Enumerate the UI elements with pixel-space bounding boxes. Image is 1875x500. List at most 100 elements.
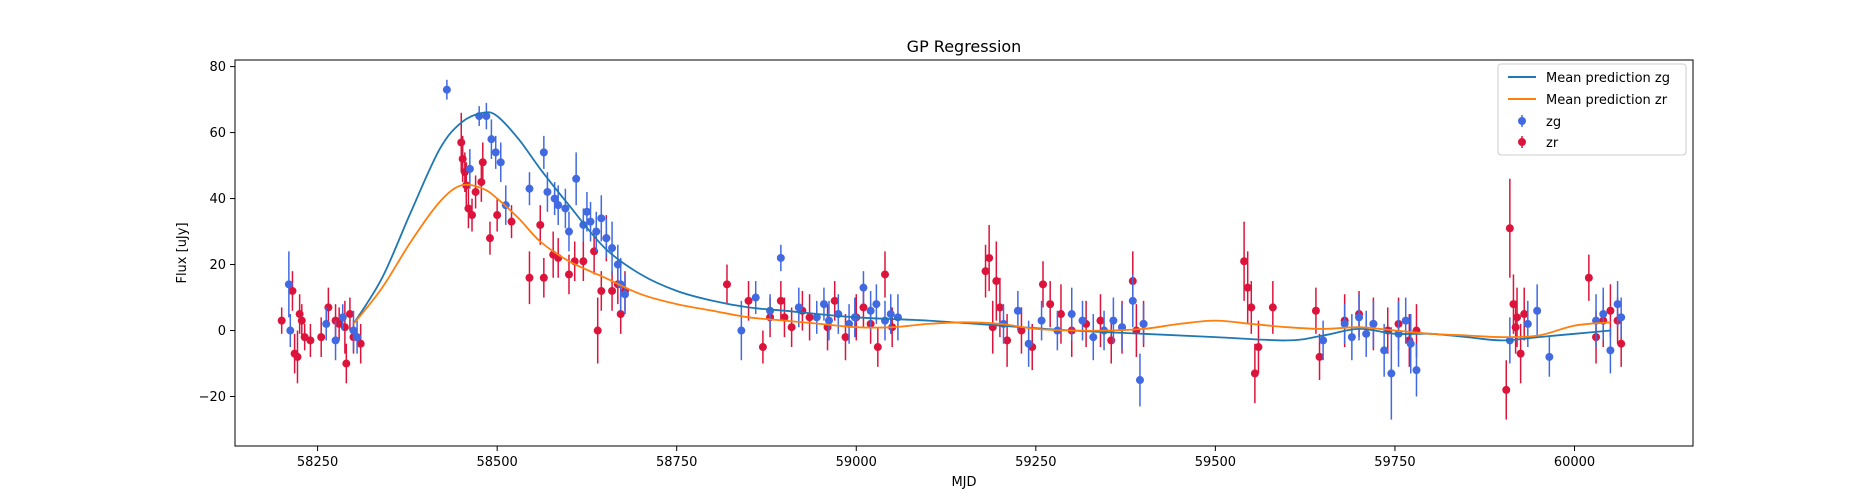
zg-point [1545, 352, 1554, 361]
zg-point [487, 135, 496, 144]
zr-point [1520, 310, 1529, 319]
zg-point [1128, 296, 1137, 305]
zg-point [819, 300, 828, 309]
zr-point [477, 178, 486, 187]
zg-point [1109, 316, 1118, 325]
zr-point [1606, 306, 1615, 315]
zg-point [582, 207, 591, 216]
zr-point [995, 303, 1004, 312]
zg-point [1347, 333, 1356, 342]
zg-point [1139, 319, 1148, 328]
zr-point [1502, 385, 1511, 394]
zg-point [349, 326, 358, 335]
zg-point [866, 306, 875, 315]
zg-point [539, 148, 548, 157]
zg-point [322, 319, 331, 328]
zg-point [751, 293, 760, 302]
zr-point [1096, 316, 1105, 325]
x-tick-label: 59000 [836, 455, 877, 470]
legend-label-zr-line: Mean prediction zr [1546, 93, 1668, 108]
zr-point [616, 310, 625, 319]
zr-point [744, 296, 753, 305]
zg-point [1387, 369, 1396, 378]
zr-point [1247, 303, 1256, 312]
zg-point [1319, 336, 1328, 345]
zg-point [1013, 306, 1022, 315]
zr-point [1617, 339, 1626, 348]
zr-point [288, 286, 297, 295]
y-tick-label: 0 [218, 324, 226, 339]
zg-point [1406, 339, 1415, 348]
zr-point [1056, 310, 1065, 319]
y-tick-label: 60 [209, 126, 226, 141]
zr-point [1268, 303, 1277, 312]
zr-point [981, 267, 990, 276]
zg-point [1599, 310, 1608, 319]
legend-swatch-zr-point [1518, 138, 1526, 146]
zg-point [543, 187, 552, 196]
zr-point [1039, 280, 1048, 289]
plot-area [235, 60, 1693, 446]
legend: Mean prediction zg Mean prediction zr zg… [1497, 63, 1687, 156]
zg-point [496, 158, 505, 167]
zg-point [872, 300, 881, 309]
zg-point [602, 234, 611, 243]
zg-point [859, 283, 868, 292]
zg-point [613, 260, 622, 269]
zr-point [536, 220, 545, 229]
zr-point [507, 217, 516, 226]
x-tick-label: 58750 [656, 455, 697, 470]
zr-point [1584, 273, 1593, 282]
zg-point [1355, 313, 1364, 322]
zr-point [564, 270, 573, 279]
zg-point [1523, 319, 1532, 328]
x-tick-label: 59250 [1015, 455, 1056, 470]
zr-point [478, 158, 487, 167]
zr-point [722, 280, 731, 289]
zr-point [471, 187, 480, 196]
zg-point [1533, 306, 1542, 315]
zr-point [485, 234, 494, 243]
zg-point [465, 164, 474, 173]
zr-point [1046, 300, 1055, 309]
zr-point [297, 316, 306, 325]
zr-point [457, 138, 466, 147]
legend-swatch-zg-point [1518, 117, 1526, 125]
zr-point [608, 286, 617, 295]
zr-point [873, 343, 882, 352]
zr-point [1017, 326, 1026, 335]
zg-point [338, 313, 347, 322]
mean-prediction-zr-line [352, 183, 1611, 339]
zr-point [1254, 343, 1263, 352]
zr-point [356, 339, 365, 348]
zr-point [468, 211, 477, 220]
zr-point [780, 313, 789, 322]
zr-point [277, 316, 286, 325]
legend-box [1497, 63, 1687, 156]
zr-point [317, 333, 326, 342]
zr-point [525, 273, 534, 282]
zg-point [597, 214, 606, 223]
zg-point [1401, 316, 1410, 325]
legend-label-zg: zg [1546, 115, 1561, 130]
zg-point [1078, 316, 1087, 325]
zr-point [579, 257, 588, 266]
zg-point [550, 194, 559, 203]
zr-point [841, 333, 850, 342]
zg-point [592, 227, 601, 236]
x-tick-label: 58500 [476, 455, 517, 470]
zr-point [859, 303, 868, 312]
zr-point [306, 336, 315, 345]
zg-point [620, 290, 629, 299]
zr-point [1311, 306, 1320, 315]
zr-point [1240, 257, 1249, 266]
zr-point [776, 296, 785, 305]
zg-point [1067, 310, 1076, 319]
x-tick-label: 59500 [1195, 455, 1236, 470]
x-axis-ticks: 58250 58500 58750 59000 59250 59500 59750 60000 [297, 446, 1595, 470]
zg-point [564, 227, 573, 236]
zr-point [464, 204, 473, 213]
zr-point [593, 326, 602, 335]
zr-point [1516, 349, 1525, 358]
